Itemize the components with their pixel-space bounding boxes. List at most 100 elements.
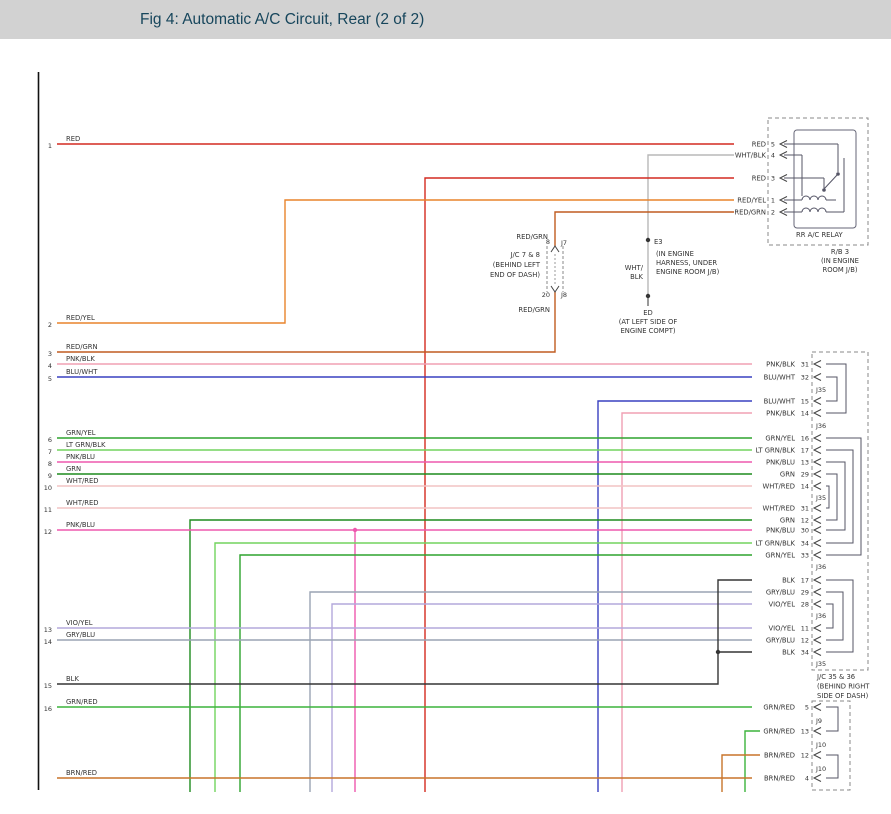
right-pin-connector-icon xyxy=(812,516,822,524)
left-pin-wire-label: BLK xyxy=(66,675,79,683)
right-pin-connector-icon xyxy=(812,576,822,584)
left-pin-wire-label: PNK/BLU xyxy=(66,521,95,529)
jc78-pin-icon-top xyxy=(550,245,560,253)
right-pin-wire-label: GRN/YEL xyxy=(765,552,795,560)
e3-name: E3 xyxy=(654,238,663,246)
right-pin-wire-label: GRN xyxy=(780,517,795,525)
right-pin-connector-icon xyxy=(812,373,822,381)
wire-wht-blk xyxy=(647,154,734,294)
right-pin-connector-icon xyxy=(812,539,822,547)
right-pin-wire-label: GRN xyxy=(780,471,795,479)
wire-brn-red-b xyxy=(721,754,760,792)
ed-desc-text: (AT LEFT SIDE OF xyxy=(619,318,678,326)
right-pin-wire-label: GRY/BLU xyxy=(766,637,795,645)
left-pin-number: 14 xyxy=(44,638,52,646)
relay-pin-connector-icon xyxy=(778,196,788,204)
jc78-location-text: (BEHIND LEFT xyxy=(493,261,541,269)
left-pin-number: 4 xyxy=(48,362,52,370)
junction-connector-label: J35 xyxy=(815,660,826,668)
right-pin-connector-icon xyxy=(812,504,822,512)
left-pin-wire-label: PNK/BLK xyxy=(66,355,95,363)
relay-pin-connector-icon xyxy=(778,140,788,148)
jc3536-internal-link xyxy=(826,485,830,509)
right-pin-connector-icon xyxy=(812,588,822,596)
right-pin-wire-label: VIO/YEL xyxy=(768,601,795,609)
right-pin-connector-icon xyxy=(812,624,822,632)
wire-vio-yel-b xyxy=(331,603,752,792)
right-pin-wire-label: GRY/BLU xyxy=(766,589,795,597)
right-pin-connector-icon xyxy=(812,751,822,759)
jc3536-internal-link xyxy=(826,461,846,531)
junction-dot xyxy=(645,293,651,299)
right-pin-number: 14 xyxy=(801,483,809,491)
figure-title-bar: Fig 4: Automatic A/C Circuit, Rear (2 of… xyxy=(0,0,891,39)
right-pin-number: 16 xyxy=(801,435,809,443)
wire-red-grn-lower xyxy=(57,292,556,353)
relay-title: RR A/C RELAY xyxy=(796,231,844,239)
right-pin-number: 5 xyxy=(805,704,809,712)
right-pin-connector-icon xyxy=(812,434,822,442)
relay-dashed-box xyxy=(767,117,869,246)
right-pin-number: 17 xyxy=(801,447,809,455)
relay-body xyxy=(793,129,857,229)
left-pin-number: 13 xyxy=(44,626,52,634)
right-pin-wire-label: GRN/RED xyxy=(763,704,795,712)
jc78-pin-number-top: 8 xyxy=(546,238,550,246)
right-pin-connector-icon xyxy=(812,526,822,534)
wire-blk-a xyxy=(57,579,752,685)
wire-lt-grn-blk-b xyxy=(214,542,752,792)
left-pin-wire-label: GRN xyxy=(66,465,81,473)
relay-pin-number: 2 xyxy=(771,209,775,217)
right-pin-connector-icon xyxy=(812,648,822,656)
relay-pin-number: 1 xyxy=(771,197,775,205)
right-pin-wire-label: PNK/BLU xyxy=(766,527,795,535)
right-pin-wire-label: LT GRN/BLK xyxy=(756,447,796,455)
junction-connector-label: J9 xyxy=(815,717,822,725)
e3-desc-text: (IN ENGINE xyxy=(656,250,694,258)
right-pin-number: 29 xyxy=(801,471,809,479)
junction-connector-label: J36 xyxy=(815,563,826,571)
junction-connector-label: J36 xyxy=(815,612,826,620)
junction-connector-label: J10 xyxy=(815,765,826,773)
right-pin-wire-label: GRN/YEL xyxy=(765,435,795,443)
right-pin-connector-icon xyxy=(812,409,822,417)
jc3536-internal-link xyxy=(826,449,854,544)
jc78-pin-number-bottom: 20 xyxy=(542,291,550,299)
right-pin-wire-label: PNK/BLK xyxy=(766,361,795,369)
left-pin-number: 15 xyxy=(44,682,52,690)
junction-dot xyxy=(715,649,721,655)
wire-grn-b xyxy=(189,519,752,792)
right-pin-connector-icon xyxy=(812,482,822,490)
right-pin-number: 31 xyxy=(801,505,809,513)
right-pin-wire-label: BLU/WHT xyxy=(764,398,796,406)
left-pin-number: 7 xyxy=(48,448,52,456)
right-pin-number: 28 xyxy=(801,601,809,609)
right-pin-number: 11 xyxy=(801,625,809,633)
relay-switch-arm xyxy=(823,173,839,190)
relay-location-text: ROOM J/B) xyxy=(822,266,857,274)
wire-red-grn-upper xyxy=(554,211,734,246)
jc3536-internal-link xyxy=(826,591,844,641)
left-pin-number: 2 xyxy=(48,321,52,329)
left-pin-wire-label: BRN/RED xyxy=(66,769,97,777)
left-pin-number: 9 xyxy=(48,472,52,480)
relay-coil-icon xyxy=(801,195,827,201)
bottom-jc-internal-link xyxy=(826,754,839,779)
right-pin-number: 29 xyxy=(801,589,809,597)
left-pin-number: 11 xyxy=(44,506,52,514)
right-pin-number: 15 xyxy=(801,398,809,406)
right-pin-wire-label: PNK/BLU xyxy=(766,459,795,467)
junction-dot xyxy=(645,237,651,243)
junction-dot xyxy=(352,527,358,533)
wire-red-yel xyxy=(57,199,734,324)
relay-pin-connector-icon xyxy=(778,151,788,159)
e3-desc-text: HARNESS, UNDER xyxy=(656,259,717,267)
right-pin-connector-icon xyxy=(812,774,822,782)
jc78-wire-label-top: RED/GRN xyxy=(516,233,548,241)
junction-connector-label: J35 xyxy=(815,386,826,394)
right-pin-connector-icon xyxy=(812,446,822,454)
bottom-jc-internal-link xyxy=(826,706,839,732)
left-pin-wire-label: GRN/YEL xyxy=(66,429,96,437)
